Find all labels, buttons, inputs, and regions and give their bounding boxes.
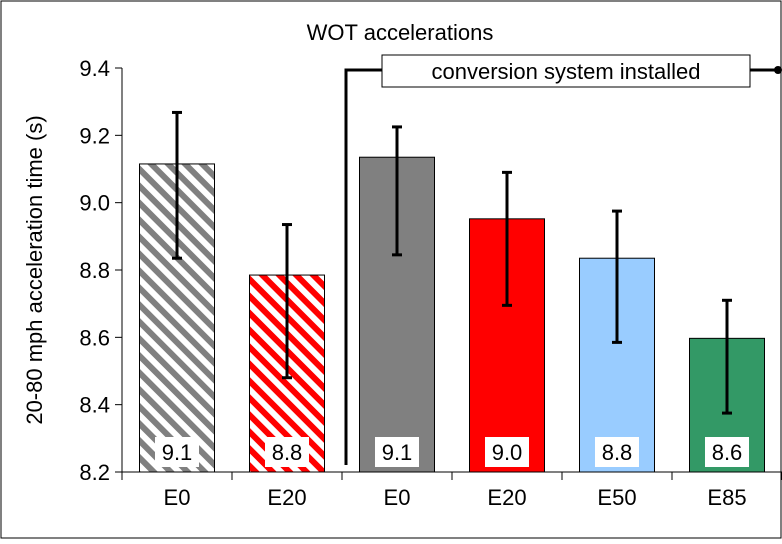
annotation-group: conversion system installed bbox=[344, 54, 782, 465]
y-tick-label: 9.2 bbox=[79, 123, 110, 148]
y-tick-label: 8.2 bbox=[79, 460, 110, 485]
data-label-box bbox=[375, 437, 419, 467]
chart-title: WOT accelerations bbox=[307, 20, 494, 45]
y-tick-label: 8.4 bbox=[79, 393, 110, 418]
error-bars bbox=[172, 110, 732, 415]
data-label: 8.6 bbox=[712, 440, 743, 465]
x-tick-label: E20 bbox=[487, 485, 526, 510]
data-label-box bbox=[595, 437, 639, 467]
data-label: 8.8 bbox=[602, 440, 633, 465]
x-tick-label: E85 bbox=[707, 485, 746, 510]
annotation-box bbox=[381, 54, 751, 88]
data-label: 9.0 bbox=[492, 440, 523, 465]
y-tick-label: 9.4 bbox=[79, 56, 110, 81]
data-label-box bbox=[265, 437, 309, 467]
x-tick-label: E0 bbox=[384, 485, 411, 510]
data-label-box bbox=[705, 437, 749, 467]
annotation-bracket-line bbox=[344, 68, 382, 465]
data-label-box bbox=[485, 437, 529, 467]
data-label: 8.8 bbox=[272, 440, 303, 465]
data-label: 9.1 bbox=[382, 440, 413, 465]
y-tick-label: 9.0 bbox=[79, 191, 110, 216]
axes: 8.2 8.4 8.6 8.8 9.0 9.2 9.4 E0 E20 E0 E20 E50 E85 bbox=[79, 56, 782, 510]
data-labels: 9.1 8.8 9.1 9.0 8.8 8.6 bbox=[155, 437, 749, 467]
x-tick-label: E0 bbox=[164, 485, 191, 510]
x-tick-label: E20 bbox=[267, 485, 306, 510]
y-tick-label: 8.6 bbox=[79, 325, 110, 350]
x-tick-label: E50 bbox=[597, 485, 636, 510]
data-label: 9.1 bbox=[162, 440, 193, 465]
y-tick-label: 8.8 bbox=[79, 258, 110, 283]
data-label-box bbox=[155, 437, 199, 467]
annotation-text: conversion system installed bbox=[431, 59, 700, 84]
annotation-arrow-head bbox=[774, 66, 782, 74]
bars bbox=[139, 156, 765, 473]
y-axis-label: 20-80 mph acceleration time (s) bbox=[22, 115, 47, 424]
